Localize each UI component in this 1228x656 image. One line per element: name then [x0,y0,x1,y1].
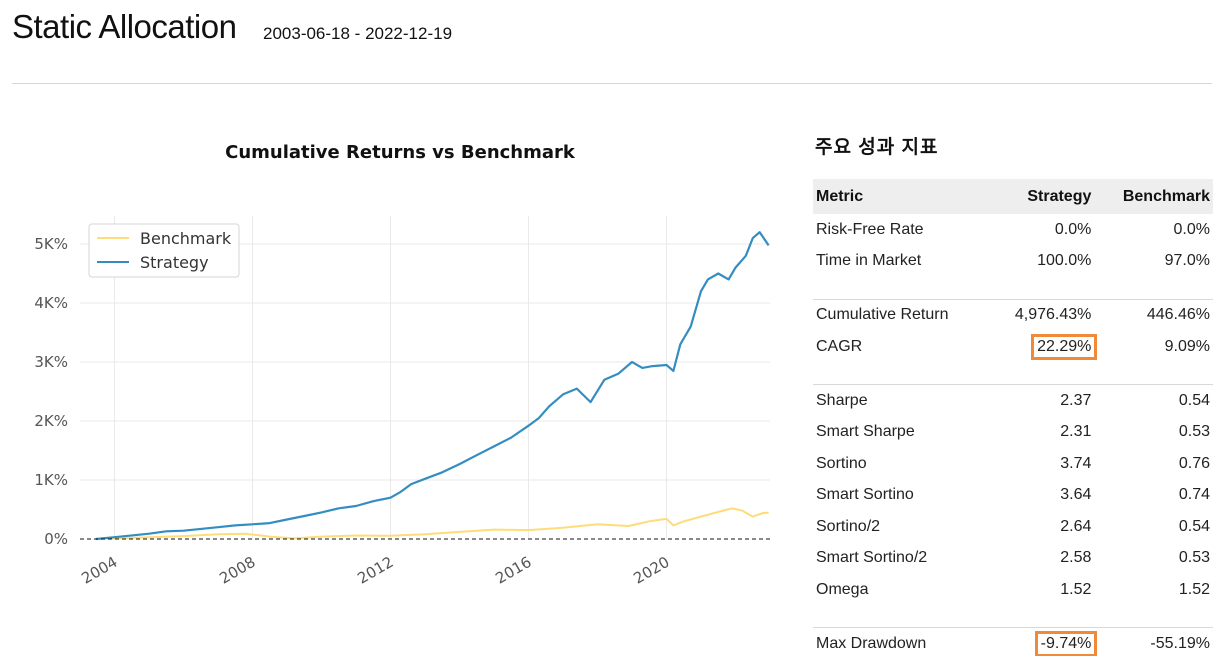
benchmark-value: 0.54 [1178,517,1210,535]
strategy-value-cell: 1.52 [1060,580,1092,598]
benchmark-value: 0.53 [1178,549,1210,567]
metric-name: Smart Sharpe [816,423,915,441]
legend-label: Strategy [140,253,209,272]
strategy-value-cell: 100.0% [1037,252,1092,270]
metric-row: Max Drawdown -9.74% -55.19% [813,628,1213,656]
group-divider-cell [989,362,1095,385]
chart-legend: Benchmark Strategy [88,223,240,278]
y-tick-label: 4K% [34,294,68,312]
metric-row: Omega 1.52 1.52 [813,574,1213,606]
strategy-value-cell: 4,976.43% [1014,306,1092,324]
group-divider [813,277,1213,300]
benchmark-value: 0.53 [1178,423,1210,441]
metric-name: Smart Sortino/2 [816,549,928,567]
strategy-value-cell: 22.29% [989,331,1098,363]
page-title: Static Allocation [12,8,237,45]
group-divider-cell [813,277,990,300]
metrics-body: Risk-Free Rate 0.0% 0.0% Time in Market 100.… [813,214,1213,656]
group-divider-cell [989,277,1095,300]
col-header-benchmark: Benchmark [1094,179,1213,214]
metric-name: Time in Market [816,252,922,270]
metric-row: Smart Sortino 3.64 0.74 [813,480,1213,512]
strategy-value-cell: 2.64 [1060,517,1092,535]
date-range: 2003-06-18 - 2022-12-19 [263,24,453,43]
group-divider [813,605,1213,628]
strategy-value-cell: 2.37 [1060,391,1092,409]
metric-row: Sortino 3.74 0.76 [813,448,1213,480]
metric-row: Time in Market 100.0% 97.0% [813,246,1213,278]
metric-name: Sortino [816,454,867,472]
x-tick-label: 2008 [216,553,258,588]
strategy-value-cell: 2.31 [1060,423,1092,441]
metric-row: CAGR 22.29% 9.09% [813,331,1213,363]
benchmark-value: 446.46% [1146,306,1210,324]
metric-row: Sharpe 2.37 0.54 [813,385,1213,417]
group-divider-cell [989,605,1095,628]
metrics-title: 주요 성과 지표 [815,137,939,158]
metric-row: Cumulative Return 4,976.43% 446.46% [813,300,1213,332]
group-divider-cell [1094,362,1213,385]
y-tick-label: 3K% [34,353,68,371]
strategy-value-cell: 3.64 [1060,486,1092,504]
benchmark-value: -55.19% [1150,634,1210,652]
chart-svg: Cumulative Returns vs Benchmark 0% 1K% 2K%… [34,142,770,588]
chart-title: Cumulative Returns vs Benchmark [225,142,576,163]
metric-row: Risk-Free Rate 0.0% 0.0% [813,214,1213,246]
benchmark-value: 0.54 [1178,391,1210,409]
benchmark-value: 97.0% [1164,252,1210,270]
metrics-header-row: Metric Strategy Benchmark [813,179,1213,214]
benchmark-value: 0.76 [1178,454,1210,472]
y-tick-label: 2K% [34,412,68,430]
benchmark-value: 0.0% [1173,220,1210,238]
benchmark-value: 9.09% [1164,337,1210,355]
metric-name: Max Drawdown [816,634,927,652]
highlighted-strategy-value: 22.29% [1031,333,1098,360]
y-tick-label: 0% [44,530,68,548]
cumulative-returns-chart: Cumulative Returns vs Benchmark 0% 1K% 2K%… [0,120,790,656]
group-divider-cell [1094,277,1213,300]
strategy-value-cell: 3.74 [1060,454,1092,472]
group-divider-cell [1094,605,1213,628]
metric-name: Risk-Free Rate [816,220,924,238]
metric-name: Sharpe [816,391,868,409]
metric-row: Smart Sharpe 2.31 0.53 [813,417,1213,449]
metric-name: Smart Sortino [816,486,914,504]
metric-name: Sortino/2 [816,517,881,535]
header-divider [12,83,1212,84]
metric-row: Sortino/2 2.64 0.54 [813,511,1213,543]
strategy-value-cell: 2.58 [1060,549,1092,567]
y-tick-label: 5K% [34,235,68,253]
metrics-panel: 주요 성과 지표 Metric Strategy Benchmark Risk-… [813,132,1213,656]
y-tick-label: 1K% [34,471,68,489]
series-line-benchmark [95,507,769,540]
col-header-metric: Metric [813,179,990,214]
group-divider [813,362,1213,385]
x-tick-label: 2012 [354,553,396,588]
metric-name: Omega [816,580,869,598]
x-tick-label: 2016 [492,553,534,588]
metric-name: CAGR [816,337,863,355]
group-divider-cell [813,605,990,628]
col-header-strategy: Strategy [989,179,1095,214]
group-divider-cell [813,362,990,385]
metric-name: Cumulative Return [816,306,949,324]
benchmark-value: 0.74 [1178,486,1210,504]
x-tick-label: 2004 [78,553,120,588]
series-line-strategy [95,231,770,541]
x-tick-label: 2020 [630,553,672,588]
highlighted-strategy-value: -9.74% [1034,630,1098,656]
metric-row: Smart Sortino/2 2.58 0.53 [813,543,1213,575]
legend-label: Benchmark [140,229,232,248]
chart-series [80,231,770,541]
benchmark-value: 1.52 [1178,580,1210,598]
strategy-value-cell: 0.0% [1054,220,1092,238]
metrics-table: Metric Strategy Benchmark Risk-Free Rate… [813,179,1213,656]
strategy-value-cell: -9.74% [989,628,1098,656]
